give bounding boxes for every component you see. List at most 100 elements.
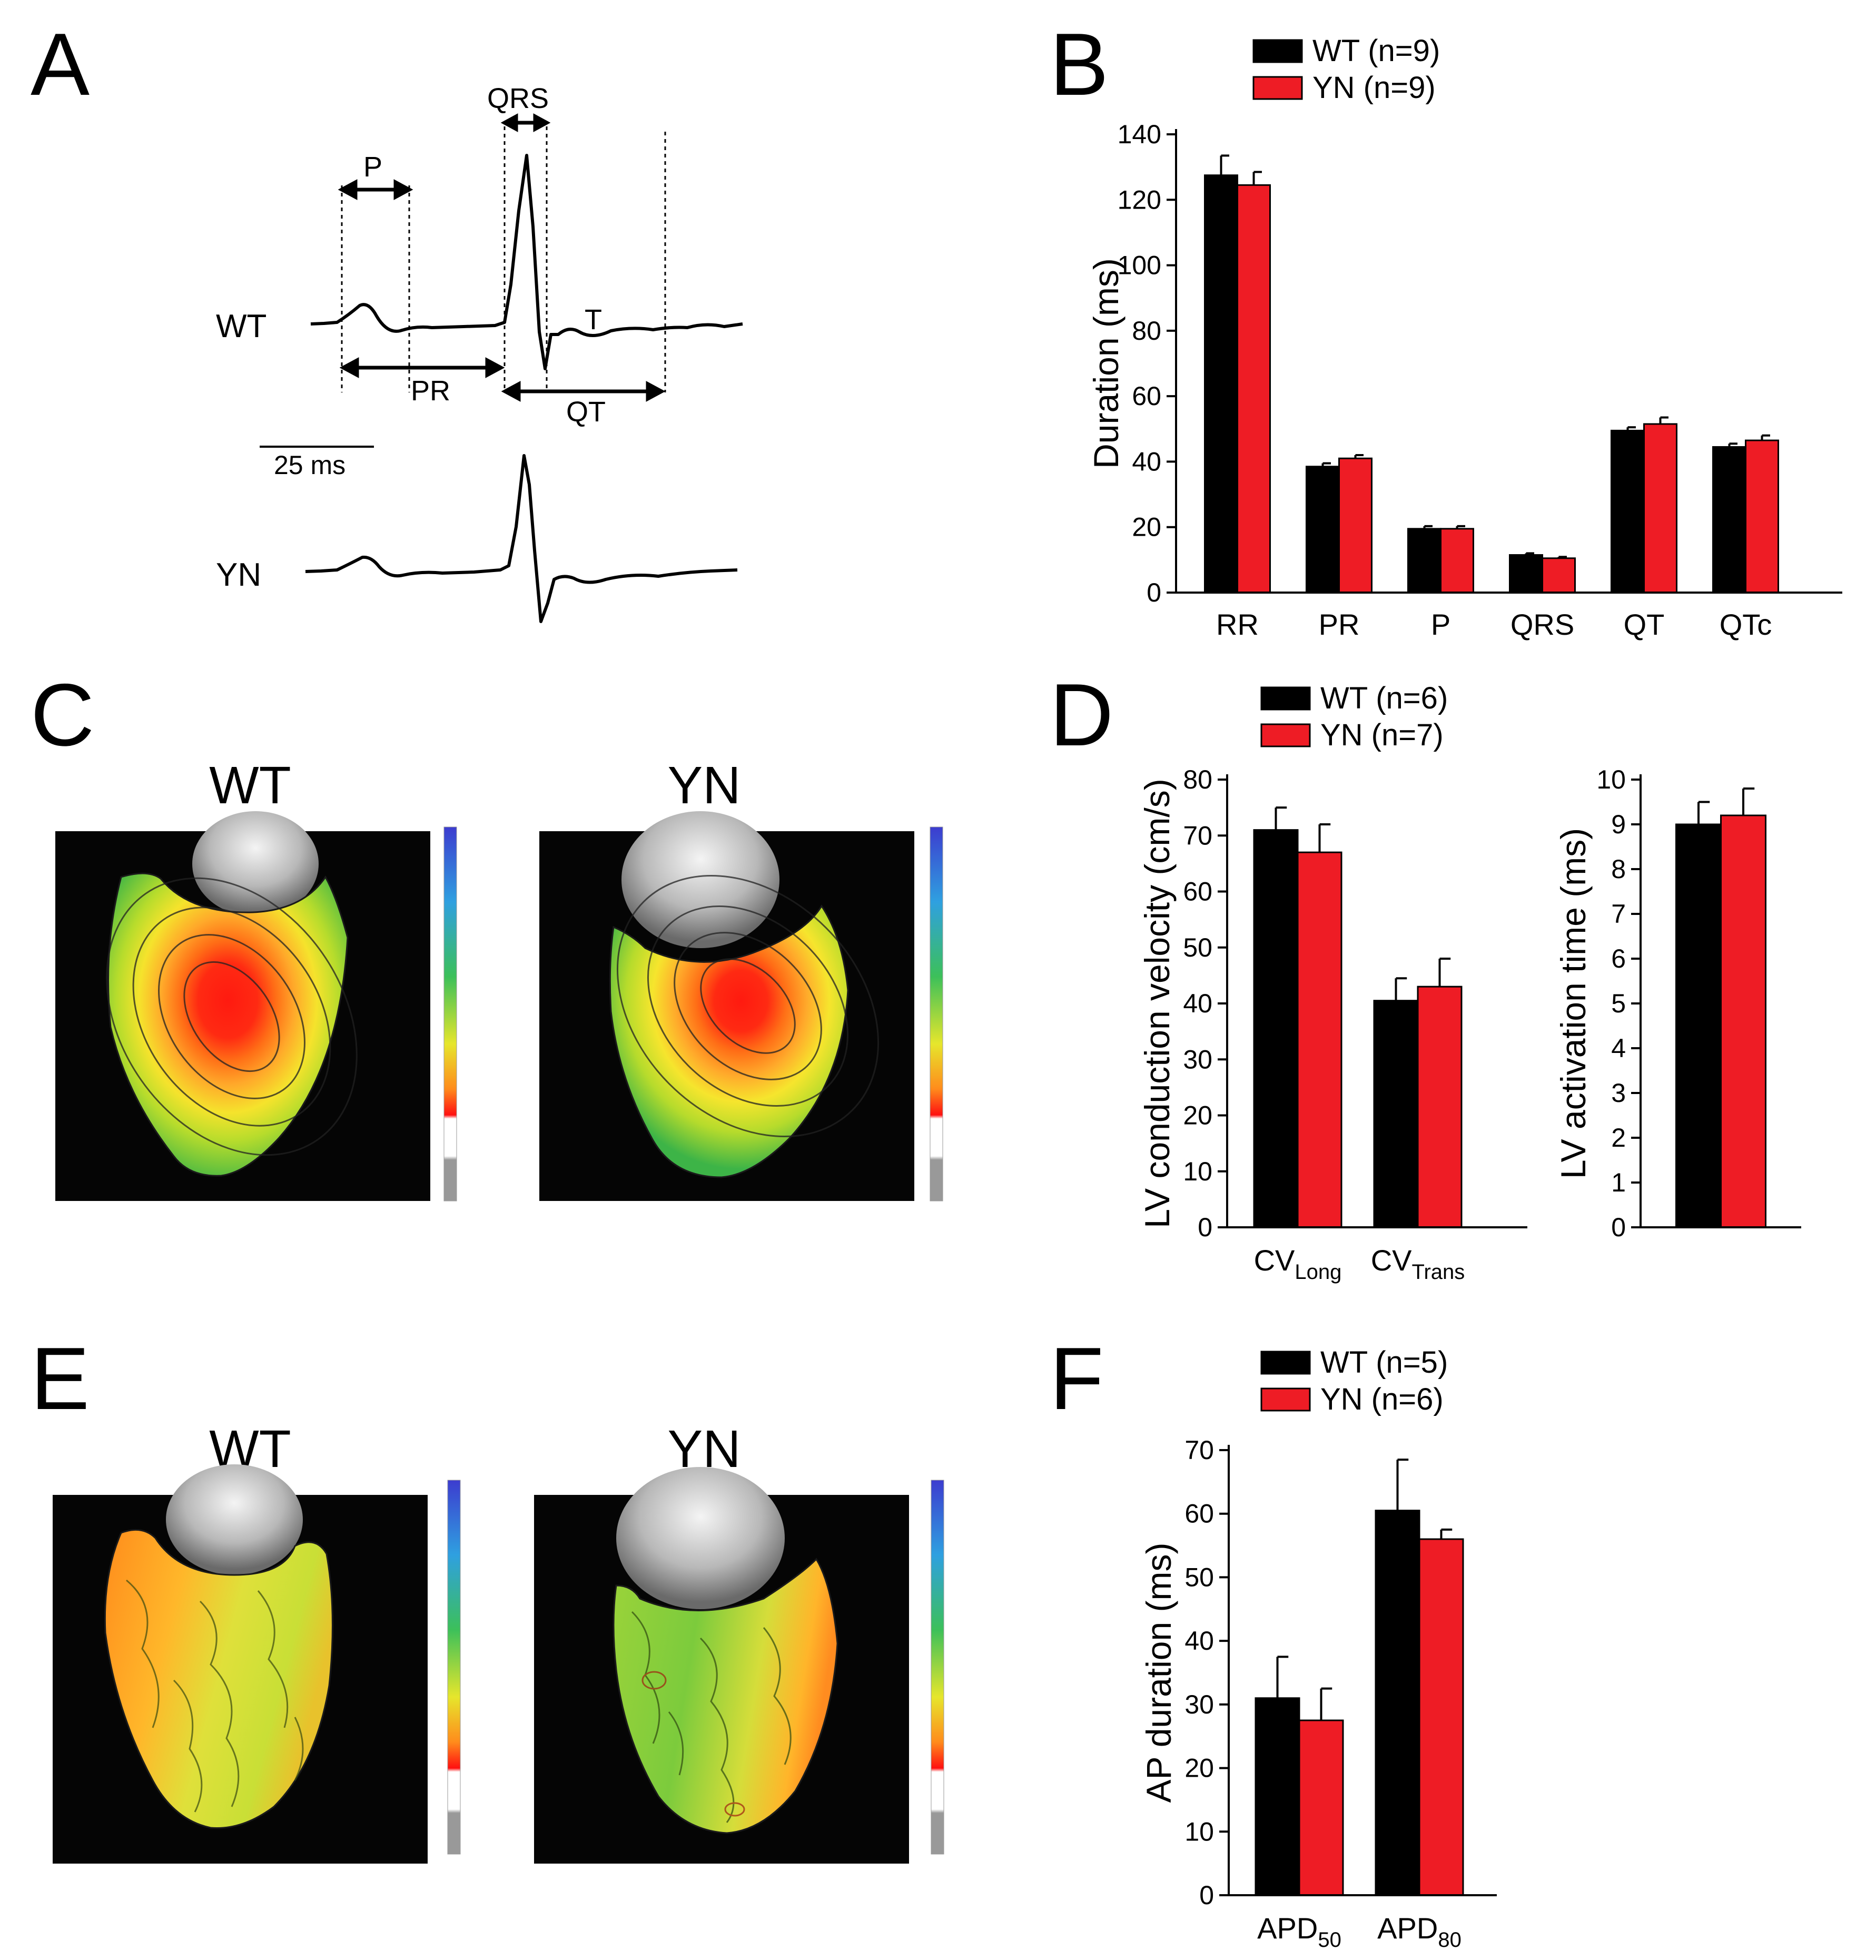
- bar-f: [1255, 1697, 1300, 1896]
- bar-d1: [1373, 1000, 1419, 1228]
- ecg-label-p: P: [363, 151, 382, 183]
- legend-swatch-f: [1260, 1351, 1311, 1375]
- y-tick-label-b: 40: [1132, 447, 1161, 476]
- ecg-label-t: T: [585, 304, 602, 336]
- bar-b: [1204, 174, 1238, 594]
- panel-label-b: B: [1050, 15, 1109, 114]
- activation-map-title-wt: WT: [209, 756, 291, 815]
- bar-b: [1509, 554, 1543, 594]
- category-label-b: RR: [1216, 608, 1259, 641]
- bar-f: [1375, 1510, 1420, 1896]
- y-tick-label-d1: 30: [1183, 1045, 1212, 1074]
- bar-b: [1338, 457, 1373, 594]
- y-tick-label-b: 60: [1132, 381, 1161, 411]
- y-axis-title-f: AP duration (ms): [1139, 1543, 1178, 1803]
- activation-maps: WT YN: [55, 756, 943, 1201]
- y-tick-label-f: 40: [1184, 1626, 1214, 1656]
- y-tick-label-b: 20: [1132, 513, 1161, 542]
- y-axis-title-d1: LV conduction velocity (cm/s): [1138, 779, 1177, 1228]
- legend-label-b: YN (n=9): [1312, 71, 1436, 105]
- bar-d1: [1253, 829, 1299, 1228]
- bar-b: [1611, 429, 1645, 594]
- legend-swatch-b: [1252, 39, 1303, 63]
- y-tick-label-d2: 0: [1611, 1213, 1626, 1242]
- activation-map-wt-isochrones: [106, 877, 358, 1156]
- apd-map-wt-color-scale: [447, 1480, 461, 1855]
- bar-d1: [1417, 986, 1463, 1228]
- y-tick-label-f: 50: [1184, 1562, 1214, 1592]
- y-tick-label-d2: 9: [1611, 810, 1626, 839]
- category-label-f: APD50: [1257, 1912, 1341, 1952]
- y-tick-label-f: 60: [1184, 1499, 1214, 1529]
- activation-map-yn-color-scale: [930, 826, 943, 1201]
- bar-b: [1306, 466, 1340, 594]
- activation-map-wt-color-scale: [443, 826, 457, 1201]
- y-tick-label-d1: 80: [1183, 765, 1212, 794]
- category-label-b: QT: [1624, 608, 1665, 641]
- y-tick-label-d2: 2: [1611, 1123, 1626, 1153]
- bar-b: [1745, 439, 1779, 594]
- ecg-panel: P QRS T PR QT WT YN 25 ms: [216, 83, 743, 623]
- bar-b: [1440, 528, 1474, 594]
- category-label-f: APD80: [1377, 1912, 1462, 1952]
- y-tick-label-d1: 70: [1183, 821, 1212, 850]
- category-label-b: QRS: [1510, 608, 1574, 641]
- y-tick-label-f: 10: [1184, 1817, 1214, 1846]
- activation-map-yn-atria: [621, 811, 779, 948]
- y-tick-label-d1: 50: [1183, 933, 1212, 962]
- ecg-scale-bar-label: 25 ms: [274, 450, 345, 480]
- ecg-trace-wt: [310, 154, 743, 370]
- legend-label-b: WT (n=9): [1312, 34, 1440, 68]
- legend-label-d1: WT (n=6): [1320, 681, 1448, 715]
- ecg-guide-lines: [341, 126, 666, 392]
- y-tick-label-d2: 7: [1611, 899, 1626, 929]
- legend-label-d1: YN (n=7): [1320, 718, 1444, 752]
- activation-map-title-yn: YN: [668, 756, 741, 815]
- legend-label-f: YN (n=6): [1320, 1382, 1444, 1416]
- y-tick-label-b: 140: [1118, 120, 1161, 149]
- ecg-trace-label-yn: YN: [216, 557, 261, 593]
- apd-map-yn-atria: [616, 1467, 785, 1609]
- category-label-d1: CVLong: [1254, 1244, 1342, 1284]
- ecg-label-pr: PR: [411, 375, 450, 407]
- bar-d2: [1675, 823, 1722, 1228]
- y-tick-label-b: 120: [1118, 185, 1161, 214]
- y-axis-title-b: Duration (ms): [1087, 258, 1125, 469]
- ecg-label-qt: QT: [566, 396, 606, 428]
- ecg-label-qrs: QRS: [487, 83, 549, 114]
- y-tick-label-d2: 5: [1611, 989, 1626, 1018]
- apd-map-yn-ventricle: [613, 1558, 838, 1834]
- y-tick-label-d1: 10: [1183, 1157, 1212, 1186]
- category-label-b: P: [1431, 608, 1450, 641]
- y-tick-label-f: 0: [1199, 1880, 1214, 1910]
- bar-b: [1542, 557, 1576, 594]
- activation-map-wt-atria: [192, 811, 319, 917]
- panel-label-f: F: [1050, 1329, 1104, 1428]
- category-label-d1: CVTrans: [1371, 1244, 1465, 1284]
- legend-swatch-d1: [1260, 686, 1311, 711]
- panel-label-d: D: [1050, 665, 1113, 764]
- bar-d1: [1297, 851, 1342, 1228]
- apd-map-wt-ventricle: [104, 1529, 333, 1829]
- ecg-interval-arrows: [338, 113, 666, 402]
- panel-label-a: A: [31, 15, 90, 114]
- apd-map-yn-color-scale: [931, 1480, 944, 1855]
- y-tick-label-d2: 8: [1611, 854, 1626, 884]
- y-tick-label-f: 70: [1184, 1435, 1214, 1465]
- y-tick-label-d1: 20: [1183, 1101, 1212, 1130]
- chart-f-ap-duration: APD50 APD80 0 10 20 30 40 50 60 70 AP duration (ms…: [1139, 1345, 1497, 1952]
- bar-f: [1298, 1719, 1344, 1896]
- y-tick-label-d2: 4: [1611, 1033, 1626, 1063]
- activation-map-yn-isochrones: [617, 875, 879, 1137]
- ecg-trace-yn: [305, 454, 738, 623]
- y-tick-label-d2: 10: [1596, 765, 1626, 794]
- y-tick-label-d1: 40: [1183, 989, 1212, 1018]
- y-tick-label-f: 30: [1184, 1690, 1214, 1719]
- bar-b: [1643, 423, 1677, 594]
- y-tick-label-b: 80: [1132, 316, 1161, 346]
- legend-swatch-b: [1252, 76, 1303, 100]
- bar-b: [1407, 528, 1441, 594]
- apd-map-yn-contours: [631, 1611, 792, 1823]
